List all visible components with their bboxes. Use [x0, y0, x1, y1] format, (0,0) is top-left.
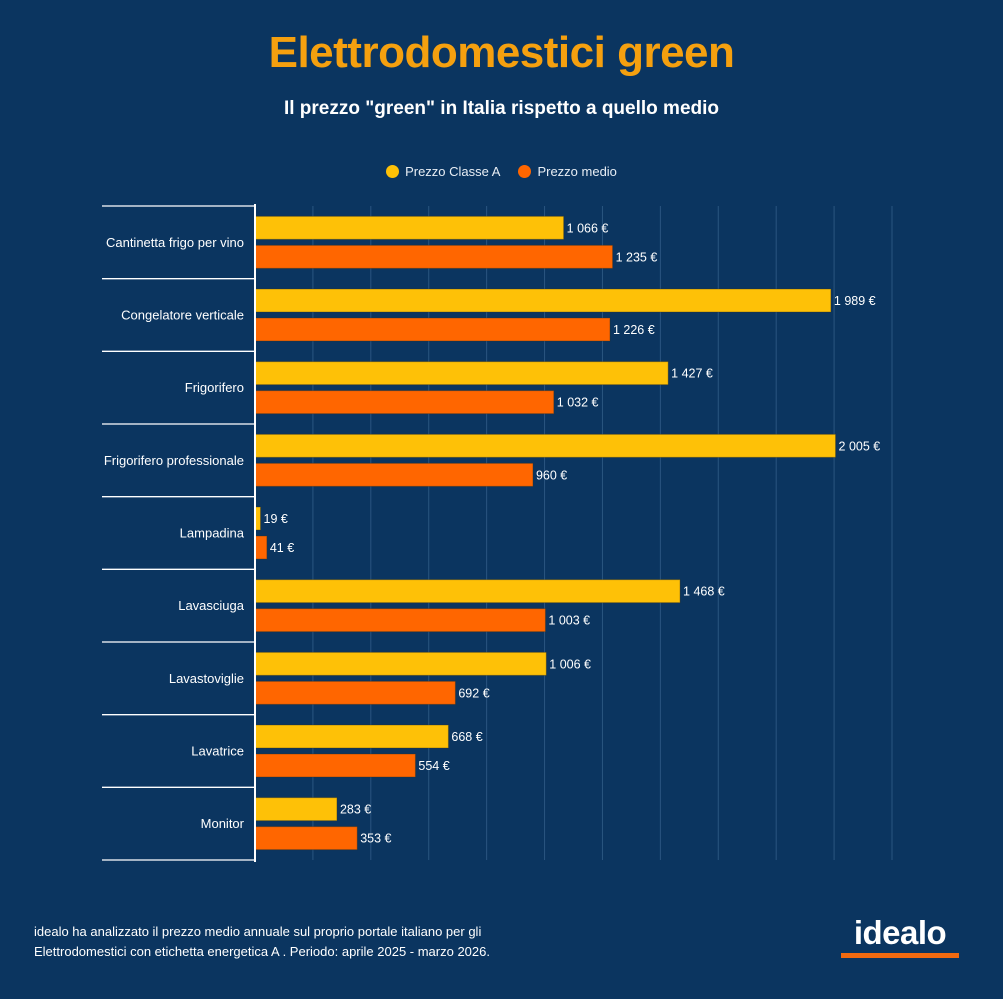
category-label: Lavasciuga [178, 598, 245, 613]
bar-prezzo-medio [254, 753, 416, 778]
logo-underline [841, 953, 959, 958]
category-label: Frigorifero [185, 380, 244, 395]
bar-prezzo-medio [254, 535, 268, 560]
bar-prezzo-classe-a [254, 724, 449, 749]
data-label: 1 066 € [567, 221, 609, 235]
data-label: 1 003 € [548, 614, 590, 628]
category-label: Lavatrice [191, 744, 244, 759]
bar-prezzo-medio [254, 608, 546, 633]
data-label: 692 € [458, 686, 489, 700]
bar-prezzo-medio [254, 680, 456, 705]
bar-prezzo-medio [254, 317, 611, 342]
legend-item-prezzo-medio[interactable]: Prezzo medio [518, 164, 617, 179]
logo-text: idealo [853, 914, 947, 951]
data-label: 1 235 € [616, 250, 658, 264]
data-label: 1 989 € [834, 294, 876, 308]
data-label: 960 € [536, 468, 567, 482]
data-label: 1 468 € [683, 585, 725, 599]
footer-note: idealo ha analizzato il prezzo medio ann… [34, 922, 594, 962]
chart-subtitle: Il prezzo "green" in Italia rispetto a q… [283, 98, 720, 119]
bar-prezzo-medio [254, 390, 555, 415]
footer-note-line-1: idealo ha analizzato il prezzo medio ann… [34, 924, 482, 939]
category-label: Congelatore verticale [121, 308, 244, 323]
idealo-logo: idealo [841, 916, 959, 958]
data-label: 1 006 € [549, 657, 591, 671]
legend-item-prezzo-classe-a[interactable]: Prezzo Classe A [386, 164, 500, 179]
legend-label: Prezzo medio [537, 164, 617, 179]
category-label: Lampadina [180, 526, 245, 541]
data-label: 1 427 € [671, 367, 713, 381]
data-label: 19 € [264, 512, 288, 526]
legend-dot-icon [518, 165, 532, 178]
bar-prezzo-classe-a [254, 433, 837, 458]
data-label: 2 005 € [839, 439, 881, 453]
chart-title: Elettrodomestici green [268, 28, 735, 77]
bar-prezzo-classe-a [254, 579, 681, 604]
bar-prezzo-medio [254, 826, 358, 851]
legend: Prezzo Classe A Prezzo medio [0, 164, 1003, 179]
legend-dot-icon [386, 165, 400, 178]
bar-prezzo-medio [254, 244, 614, 269]
data-label: 1 226 € [613, 323, 655, 337]
category-label: Cantinetta frigo per vino [106, 235, 244, 250]
data-label: 353 € [360, 832, 391, 846]
bar-prezzo-classe-a [254, 651, 547, 676]
data-label: 283 € [340, 803, 371, 817]
bar-prezzo-classe-a [254, 361, 669, 386]
data-label: 668 € [451, 730, 482, 744]
category-label: Frigorifero professionale [104, 453, 244, 468]
footer-note-line-2: Elettrodomestici con etichetta energetic… [34, 944, 490, 959]
bar-prezzo-classe-a [254, 797, 338, 822]
data-label: 1 032 € [557, 396, 599, 410]
bar-chart: Cantinetta frigo per vino 1 066 € 1 235 € C… [102, 204, 893, 862]
category-label: Monitor [201, 816, 245, 831]
bar-prezzo-classe-a [254, 288, 832, 313]
legend-label: Prezzo Classe A [405, 164, 501, 179]
data-label: 554 € [418, 759, 449, 773]
data-label: 41 € [270, 541, 294, 555]
category-label: Lavastoviglie [169, 671, 244, 686]
bar-prezzo-medio [254, 462, 534, 487]
bar-prezzo-classe-a [254, 215, 565, 240]
